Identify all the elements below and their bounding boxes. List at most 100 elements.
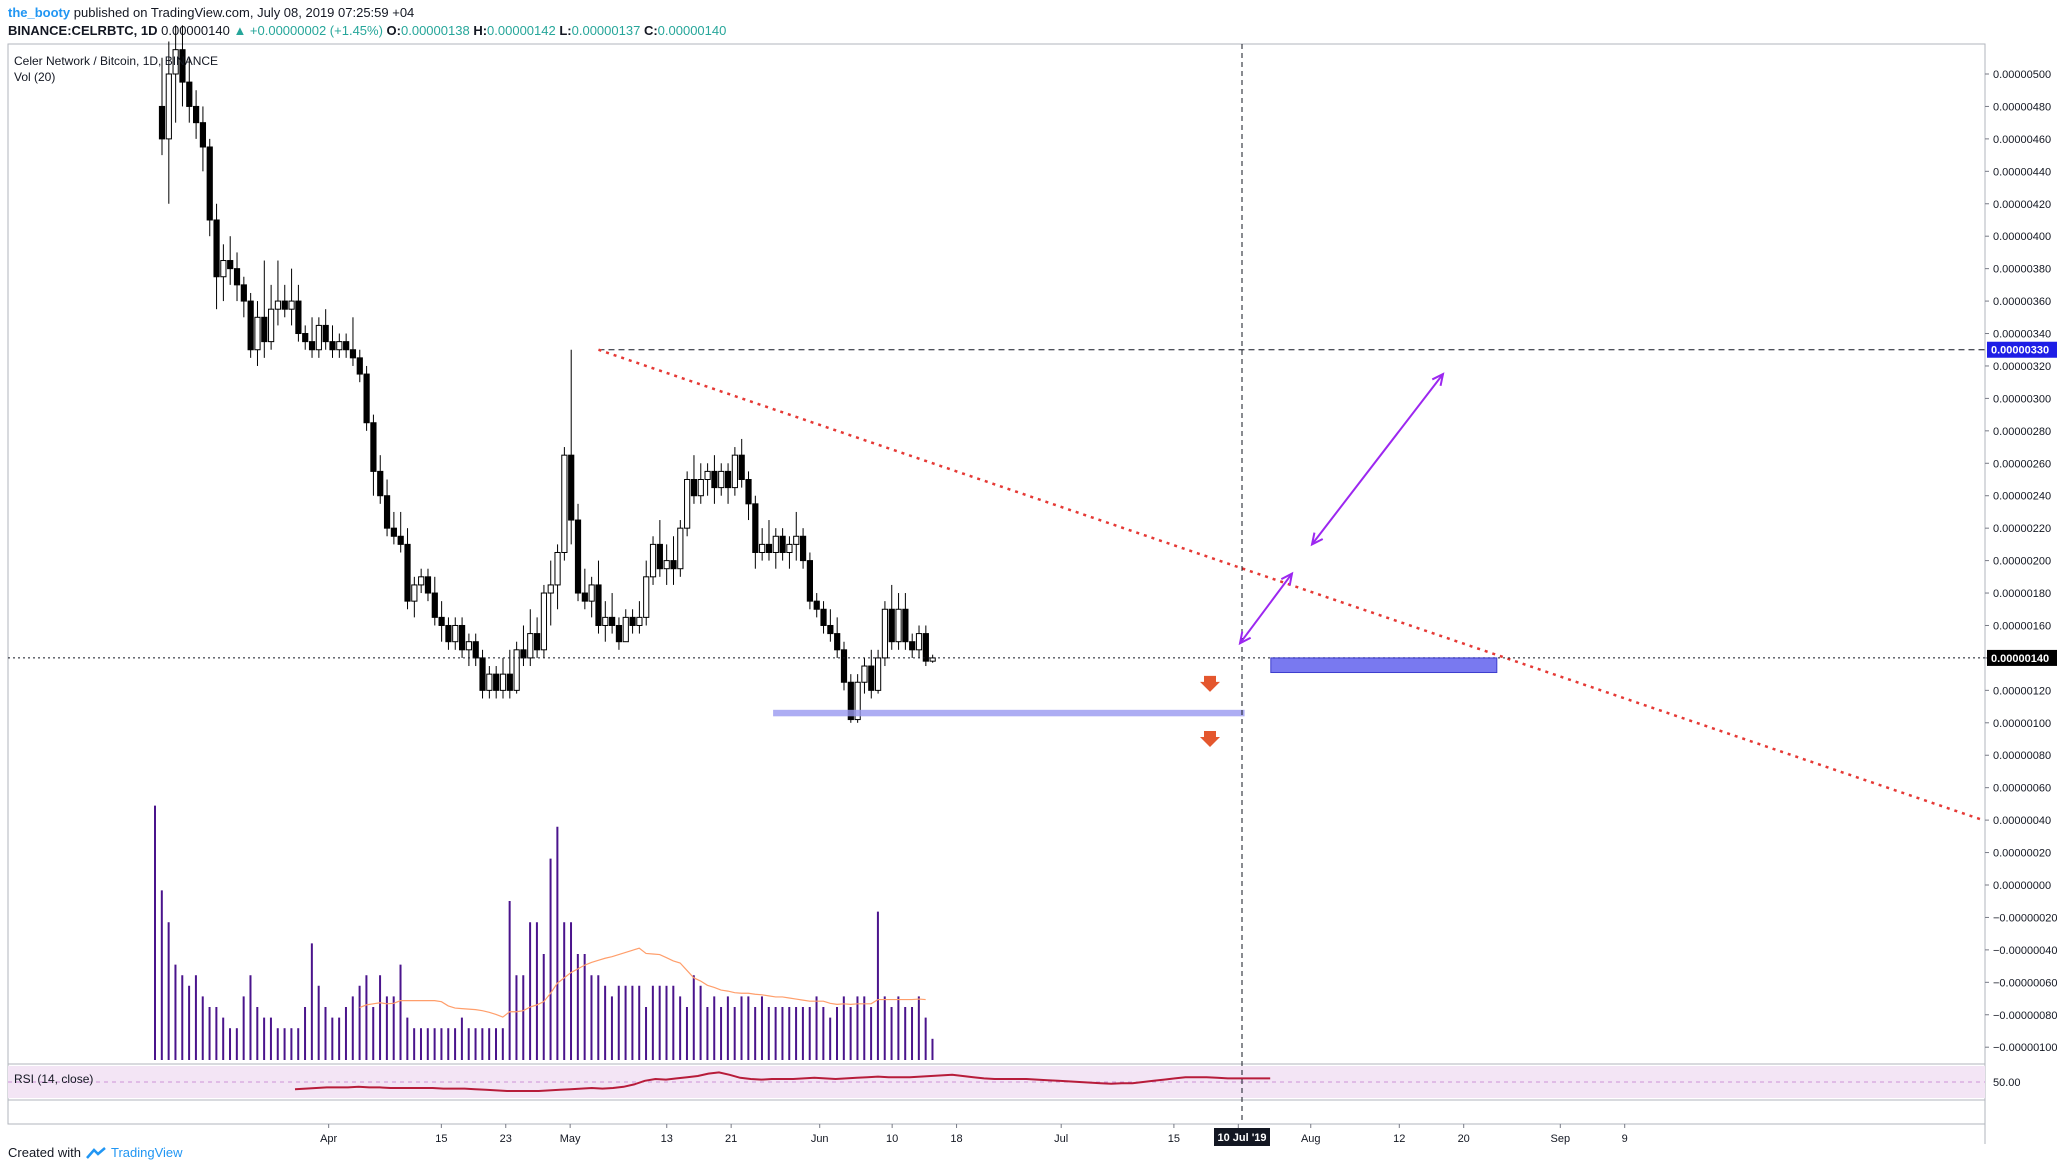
low-value: 0.00000137: [571, 23, 641, 38]
candle-body: [915, 633, 923, 651]
candle-body: [690, 479, 698, 497]
candle-body: [220, 260, 227, 278]
candle-body: [663, 560, 670, 570]
y-tick-label: 0.00000280: [1993, 426, 2051, 438]
candle-body: [656, 543, 663, 570]
x-tick-label: 9: [1622, 1133, 1628, 1145]
x-tick-label: Aug: [1301, 1133, 1321, 1145]
y-tick-label: 0.00000180: [1993, 588, 2051, 600]
candle-body: [472, 641, 479, 659]
y-tick-label: 0.00000480: [1993, 101, 2051, 113]
cursor-date-bg: [1214, 1128, 1270, 1146]
candle-body: [718, 470, 725, 489]
candle-body: [881, 608, 889, 659]
candle-body: [765, 543, 773, 553]
candle-body: [731, 454, 738, 489]
tradingview-link[interactable]: TradingView: [110, 1145, 183, 1160]
candle-body: [568, 454, 575, 521]
y-tick-label: 0.00000160: [1993, 620, 2051, 632]
candle-body: [506, 673, 513, 691]
candle-body: [520, 649, 527, 659]
rsi-legend: RSI (14, close): [14, 1072, 94, 1086]
candle-body: [827, 624, 834, 635]
candle-body: [199, 122, 207, 148]
candle-body: [186, 81, 193, 107]
y-tick-label: 0.00000040: [1993, 815, 2051, 827]
candle-body: [677, 527, 684, 570]
down-arrow-lower: [1200, 731, 1220, 748]
price-change: ▲ +0.00000002 (+1.45%): [233, 23, 383, 38]
candle-body: [233, 268, 241, 286]
x-tick-label: Jun: [811, 1133, 829, 1145]
candle-body: [622, 616, 629, 643]
x-tick-label: May: [560, 1133, 581, 1145]
cursor-date-label: 10 Jul '19: [1217, 1132, 1266, 1144]
candle-body: [404, 543, 411, 602]
candle-body: [322, 324, 329, 343]
close-label: C:: [643, 23, 658, 38]
x-tick-label: Apr: [320, 1133, 337, 1145]
candle-body: [254, 316, 261, 351]
y-tick-label: 0.00000200: [1993, 556, 2051, 568]
candle-body: [875, 657, 882, 691]
candle-body: [902, 608, 909, 643]
author-link[interactable]: the_booty: [8, 5, 71, 20]
low-label: L:: [559, 23, 572, 38]
y-tick-label: 0.00000360: [1993, 296, 2051, 308]
candle-body: [574, 519, 582, 594]
candle-body: [452, 624, 459, 643]
candle-body: [493, 673, 500, 691]
candle-body: [868, 665, 875, 691]
candle-body: [411, 584, 418, 602]
candle-body: [786, 543, 793, 553]
x-tick-label: 12: [1393, 1133, 1405, 1145]
candle-body: [813, 600, 820, 610]
candle-body: [581, 592, 588, 602]
candle-body: [370, 422, 377, 472]
y-tick-label: 0.00000080: [1993, 750, 2051, 762]
y-tick-label: −0.00000080: [1993, 1010, 2058, 1022]
candle-body: [390, 527, 397, 537]
y-tick-label: 0.00000460: [1993, 134, 2051, 146]
y-tick-label: −0.00000060: [1993, 977, 2058, 989]
candle-body: [281, 300, 288, 310]
candle-body: [752, 503, 759, 553]
volume-ma-line: [359, 947, 926, 1018]
tradingview-logo-icon: [86, 1146, 106, 1159]
y-tick-label: 0.00000380: [1993, 264, 2051, 276]
up-arrow-large: [1310, 372, 1445, 547]
candle-body: [847, 681, 854, 721]
chart-header: the_booty published on TradingView.com, …: [8, 4, 726, 40]
candle-body: [247, 300, 254, 351]
rsi-level-label: 50.00: [1993, 1077, 2021, 1089]
candle-body: [561, 454, 568, 553]
candle-body: [193, 105, 200, 124]
x-tick-label: 15: [435, 1133, 447, 1145]
candle-body: [840, 649, 848, 683]
candle-body: [554, 551, 561, 586]
up-arrow-small: [1238, 571, 1294, 646]
last-price: 0.00000140: [161, 23, 230, 38]
candle-body: [649, 543, 657, 578]
candle-body: [834, 633, 841, 651]
candle-body: [295, 300, 302, 335]
candle-body: [854, 681, 861, 721]
plot-frame: [7, 43, 1986, 1125]
candle-body: [418, 576, 425, 586]
candle-body: [629, 616, 636, 626]
y-tick-label: 0.00000060: [1993, 783, 2051, 795]
candle-body: [445, 624, 452, 643]
footer: Created with TradingView: [8, 1145, 183, 1160]
volume-legend: Vol (20): [14, 70, 56, 84]
candle-body: [588, 584, 595, 602]
high-label: H:: [473, 23, 488, 38]
candle-body: [356, 357, 363, 375]
created-with-text: Created with: [8, 1145, 81, 1160]
y-tick-label: 0.00000260: [1993, 458, 2051, 470]
support-zone-upper: [1270, 657, 1498, 674]
x-tick-label: 23: [500, 1133, 512, 1145]
x-tick-label: 21: [725, 1133, 737, 1145]
candle-body: [227, 260, 234, 270]
candle-body: [499, 673, 507, 691]
